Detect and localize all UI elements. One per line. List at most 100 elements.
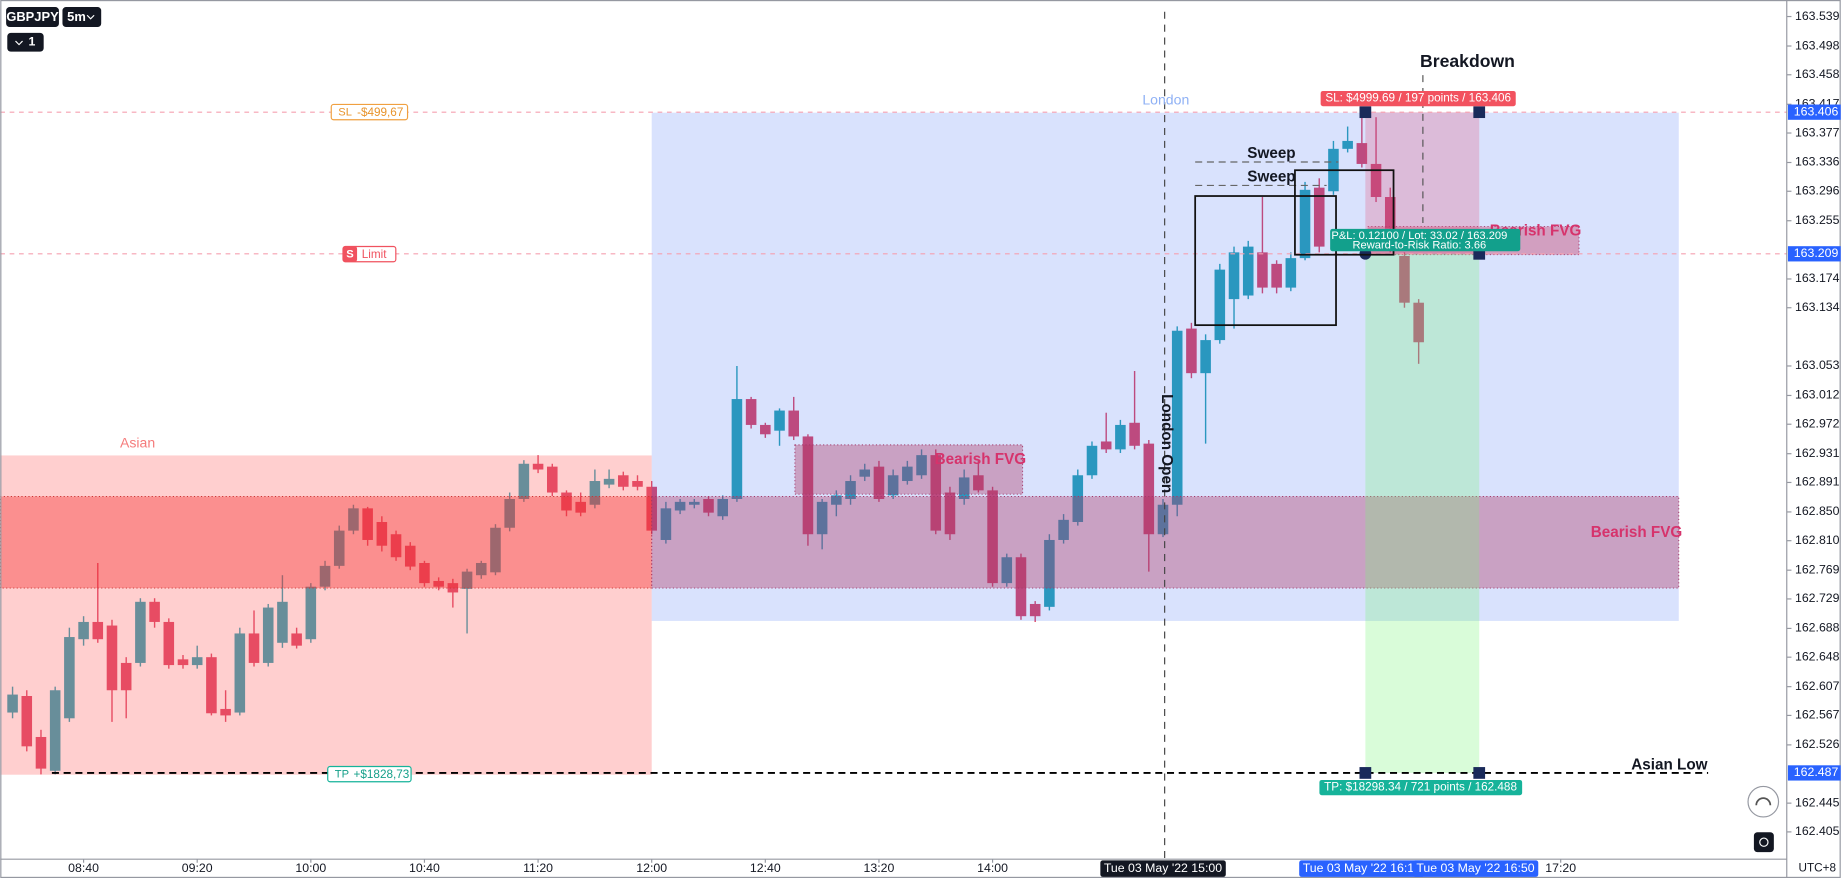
- candle-body: [632, 481, 643, 487]
- time-label-bg: [1100, 860, 1226, 877]
- candle-body: [35, 736, 47, 769]
- price-label: 162.487: [1794, 765, 1839, 779]
- candle-body: [1228, 252, 1240, 300]
- y-tick-label: 162.607: [1795, 679, 1840, 693]
- handle[interactable]: [1359, 106, 1372, 119]
- candle-body: [703, 498, 714, 513]
- candle-body: [234, 633, 246, 713]
- candle-body: [660, 508, 672, 540]
- candle-body: [390, 534, 402, 558]
- x-tick-label: 11:20: [523, 861, 553, 875]
- x-tick-label: 10:00: [295, 861, 326, 875]
- handle[interactable]: [1359, 767, 1372, 779]
- candle-body: [802, 436, 814, 535]
- candle-body: [106, 625, 118, 691]
- candle-body: [362, 508, 373, 540]
- y-tick-label: 162.729: [1795, 591, 1840, 605]
- candle-body: [504, 498, 515, 528]
- handle[interactable]: [1473, 767, 1486, 779]
- handle[interactable]: [1473, 247, 1486, 260]
- interval-button[interactable]: [62, 7, 102, 27]
- candle-body: [1086, 445, 1098, 476]
- screenshot-button[interactable]: [1753, 832, 1774, 853]
- annotation: Asian Low: [1631, 756, 1707, 773]
- layout-button[interactable]: [7, 32, 44, 52]
- y-tick-label: 163.458: [1795, 67, 1840, 81]
- time-label-bg: [1412, 860, 1539, 877]
- symbol-button[interactable]: [6, 7, 59, 27]
- price-label-bg: [1787, 765, 1841, 781]
- handle[interactable]: [1473, 106, 1486, 119]
- candle-body: [220, 708, 231, 716]
- candle-body: [1214, 269, 1226, 341]
- candle-body: [1115, 424, 1126, 450]
- candle-body: [1285, 258, 1297, 288]
- candle-body: [64, 637, 75, 719]
- session-label: London: [1142, 92, 1189, 108]
- y-tick-label: 162.769: [1795, 562, 1840, 576]
- interval: 5m: [67, 9, 86, 24]
- candle-body: [1015, 557, 1027, 617]
- y-tick-label: 163.134: [1795, 300, 1840, 314]
- candle-body: [376, 522, 388, 546]
- y-tick-label: 163.336: [1795, 155, 1840, 169]
- chevron: [86, 14, 95, 20]
- order-tag[interactable]: [330, 103, 409, 121]
- candle-body: [163, 621, 175, 666]
- candle-body: [92, 621, 104, 640]
- candle-body: [774, 410, 785, 431]
- candle-body: [958, 477, 970, 499]
- price-label: 163.209: [1794, 246, 1839, 260]
- candle-body: [1143, 443, 1155, 535]
- order-tag-type: SL: [338, 107, 352, 119]
- order-tag[interactable]: [327, 765, 412, 783]
- candle-body: [674, 501, 686, 511]
- candle-body: [191, 657, 203, 666]
- candle-body: [21, 696, 33, 747]
- order-tag-type: TP: [335, 769, 349, 781]
- candle-body: [518, 463, 530, 499]
- candle-body: [973, 475, 984, 491]
- candle-body: [433, 580, 444, 587]
- candle-body: [1171, 330, 1183, 505]
- pnl-label: P&L: 0.12100 / Lot: 33.02 / 163.209: [1331, 230, 1507, 242]
- replay-button[interactable]: [1747, 785, 1780, 818]
- x-tick-label: 14:00: [977, 861, 1008, 875]
- time-label: Tue 03 May '22 16:50: [1416, 861, 1534, 875]
- candle-body: [1413, 302, 1424, 343]
- candle-body: [760, 424, 771, 435]
- candle-body: [149, 601, 160, 622]
- candle-body: [1001, 557, 1013, 584]
- candle-body: [646, 486, 657, 531]
- candle-body: [49, 690, 61, 771]
- y-tick-label: 163.539: [1795, 9, 1840, 23]
- layout-count: 1: [29, 35, 36, 49]
- annotation: Sweep: [1247, 145, 1295, 162]
- range-box: [1294, 169, 1395, 256]
- rr-label: Reward-to-Risk Ratio: 3.66: [1352, 239, 1486, 251]
- candle-body: [1200, 340, 1211, 374]
- candle-body: [1399, 255, 1410, 303]
- candle-body: [419, 562, 430, 584]
- timezone: UTC+8: [1799, 862, 1837, 875]
- reward-zone: [1365, 253, 1480, 773]
- candle-body: [916, 455, 927, 476]
- candle-body: [177, 659, 189, 666]
- candle-body: [135, 601, 146, 663]
- candle-body: [1186, 328, 1197, 374]
- candle-body: [930, 455, 942, 531]
- candle-body: [1299, 189, 1311, 259]
- candle-body: [873, 466, 885, 499]
- y-tick-label: 162.405: [1795, 824, 1840, 838]
- time-label-bg: [1299, 860, 1425, 877]
- candle-body: [262, 607, 274, 663]
- y-tick-label: 163.498: [1795, 38, 1840, 52]
- candle-body: [1342, 140, 1353, 149]
- candle-body: [248, 633, 260, 663]
- candle-body: [404, 545, 416, 567]
- session-label: Asian: [120, 434, 155, 450]
- fvg-label: Bearish FVG: [1591, 524, 1683, 541]
